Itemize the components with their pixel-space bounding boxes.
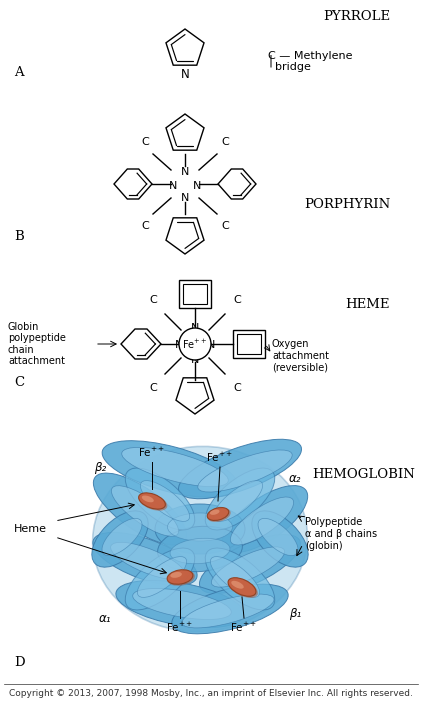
Ellipse shape: [205, 468, 275, 530]
Ellipse shape: [222, 486, 308, 553]
Ellipse shape: [139, 494, 168, 510]
Text: C: C: [149, 295, 157, 305]
Text: C: C: [221, 137, 229, 147]
Text: N: N: [181, 193, 189, 203]
Ellipse shape: [170, 572, 182, 578]
Ellipse shape: [157, 527, 242, 572]
Text: PYRROLE: PYRROLE: [323, 9, 390, 23]
Text: C: C: [141, 221, 149, 231]
Text: Heme: Heme: [14, 524, 47, 534]
Ellipse shape: [182, 594, 274, 628]
Ellipse shape: [228, 578, 258, 598]
Ellipse shape: [138, 557, 187, 598]
Text: C: C: [141, 137, 149, 147]
Text: Fe$^{++}$: Fe$^{++}$: [138, 446, 166, 459]
Ellipse shape: [211, 557, 260, 598]
Text: C: C: [233, 295, 241, 305]
Ellipse shape: [207, 508, 231, 522]
Ellipse shape: [231, 581, 244, 589]
Text: N: N: [193, 181, 201, 191]
Ellipse shape: [116, 580, 244, 627]
Ellipse shape: [102, 441, 238, 497]
Text: Polypeptide
α and β chains
(globin): Polypeptide α and β chains (globin): [305, 517, 377, 551]
Bar: [183, 284, 207, 304]
Ellipse shape: [230, 497, 294, 545]
Ellipse shape: [170, 539, 230, 564]
Ellipse shape: [93, 532, 197, 586]
Text: β₂: β₂: [94, 460, 106, 474]
Ellipse shape: [111, 486, 179, 536]
Text: Globin
polypeptide
chain
attachment: Globin polypeptide chain attachment: [8, 322, 66, 366]
Text: β₁: β₁: [289, 608, 301, 620]
Ellipse shape: [198, 450, 292, 492]
Text: D: D: [14, 655, 24, 669]
Ellipse shape: [258, 518, 298, 555]
Text: HEME: HEME: [346, 298, 390, 310]
Text: N: N: [181, 167, 189, 177]
Ellipse shape: [141, 481, 189, 522]
Text: N: N: [181, 68, 189, 82]
Ellipse shape: [167, 570, 193, 584]
Bar: [233, 330, 265, 358]
Text: C: C: [14, 375, 24, 389]
Text: bridge: bridge: [275, 62, 311, 72]
Ellipse shape: [125, 548, 195, 610]
Ellipse shape: [93, 473, 187, 545]
Ellipse shape: [179, 439, 301, 498]
Text: N: N: [191, 323, 199, 333]
Text: Fe$^{++}$: Fe$^{++}$: [166, 621, 194, 634]
Ellipse shape: [111, 542, 185, 579]
Text: α₂: α₂: [289, 472, 301, 486]
Text: α₁: α₁: [99, 612, 111, 625]
Ellipse shape: [167, 570, 195, 586]
Ellipse shape: [210, 510, 219, 515]
Text: Fe$^{++}$: Fe$^{++}$: [206, 451, 234, 464]
Ellipse shape: [122, 447, 228, 486]
Text: B: B: [14, 230, 24, 242]
Ellipse shape: [172, 584, 288, 634]
Ellipse shape: [252, 511, 308, 567]
Circle shape: [179, 328, 211, 360]
Ellipse shape: [207, 508, 229, 520]
Text: Oxygen
attachment
(reversible): Oxygen attachment (reversible): [272, 339, 329, 372]
Text: C: C: [149, 383, 157, 393]
Text: N: N: [169, 181, 177, 191]
Ellipse shape: [214, 481, 262, 522]
Ellipse shape: [125, 468, 195, 530]
Ellipse shape: [133, 589, 231, 620]
Ellipse shape: [228, 578, 256, 596]
Text: N: N: [191, 355, 199, 365]
Text: |: |: [269, 54, 273, 68]
Ellipse shape: [200, 534, 300, 593]
Text: A: A: [14, 65, 24, 79]
Ellipse shape: [139, 493, 165, 509]
Ellipse shape: [205, 548, 275, 610]
Bar: [179, 280, 211, 308]
Ellipse shape: [92, 446, 307, 631]
Text: Fe$^{++}$: Fe$^{++}$: [182, 337, 208, 351]
Text: PORPHYRIN: PORPHYRIN: [304, 198, 390, 210]
Ellipse shape: [168, 513, 233, 541]
Text: N: N: [207, 340, 215, 350]
Ellipse shape: [102, 518, 142, 555]
Ellipse shape: [211, 547, 284, 587]
Ellipse shape: [92, 511, 148, 567]
Ellipse shape: [155, 504, 245, 554]
Text: C: C: [233, 383, 241, 393]
Text: C — Methylene: C — Methylene: [268, 51, 352, 61]
Bar: [237, 334, 261, 354]
Text: Fe$^{++}$: Fe$^{++}$: [230, 621, 258, 634]
Text: N: N: [175, 340, 183, 350]
Text: HEMOGLOBIN: HEMOGLOBIN: [312, 467, 415, 481]
Text: Copyright © 2013, 2007, 1998 Mosby, Inc., an imprint of Elsevier Inc. All rights: Copyright © 2013, 2007, 1998 Mosby, Inc.…: [9, 689, 413, 698]
Ellipse shape: [142, 496, 154, 502]
Text: C: C: [221, 221, 229, 231]
